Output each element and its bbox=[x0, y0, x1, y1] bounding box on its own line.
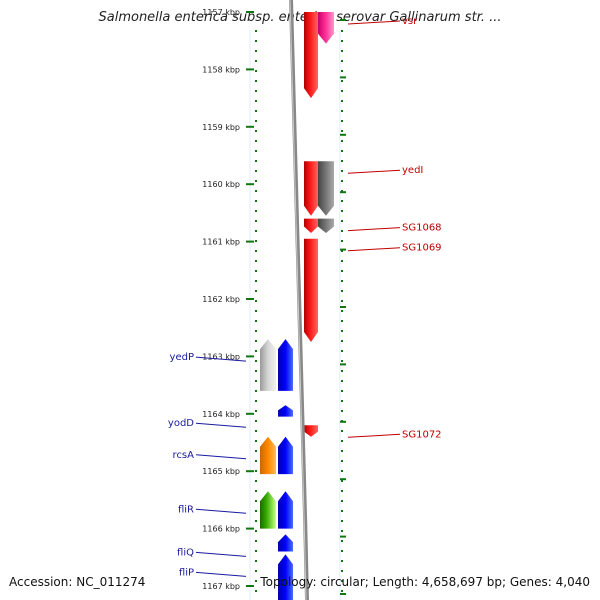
gene-label-leader bbox=[195, 454, 247, 460]
gene-label-leader bbox=[195, 551, 247, 557]
gene-feature[interactable] bbox=[318, 161, 334, 216]
gene-label-yodD: yodD bbox=[168, 418, 194, 429]
tick-label: 1166 kbp bbox=[202, 525, 240, 534]
gene-feature[interactable] bbox=[278, 339, 293, 391]
tick-label: 1160 kbp bbox=[202, 180, 240, 189]
tick-label: 1164 kbp bbox=[202, 410, 240, 419]
tick-label: 1161 kbp bbox=[202, 238, 240, 247]
gene-label-leader bbox=[195, 422, 247, 428]
gene-SG1072[interactable] bbox=[304, 425, 318, 437]
gene-label-leader bbox=[195, 356, 247, 362]
gene-label-leader bbox=[195, 571, 247, 577]
gene-label-SG1072: SG1072 bbox=[402, 429, 442, 440]
gene-fliR[interactable] bbox=[260, 491, 276, 529]
gene-label-leader bbox=[195, 508, 247, 514]
gene-label-leader bbox=[347, 227, 401, 232]
gene-label-yedI: yedI bbox=[402, 165, 423, 176]
gene-label-leader bbox=[347, 20, 401, 25]
gene-label-yedP: yedP bbox=[170, 352, 194, 363]
gene-rcsA[interactable] bbox=[260, 436, 276, 475]
axis-ticks: 1157 kbp 1158 kbp 1159 kbp 1160 kbp 1161 kbp… bbox=[202, 8, 346, 595]
gene-label-vsr: vsr bbox=[402, 16, 418, 27]
genome-title: Salmonella enterica subsp. enterica sero… bbox=[98, 10, 502, 25]
gene-label-leader bbox=[347, 247, 401, 252]
gene-label-leader bbox=[347, 169, 401, 174]
gene-label-fliR: fliR bbox=[178, 504, 194, 515]
gene-SG1069[interactable] bbox=[304, 238, 318, 343]
tick-label: 1157 kbp bbox=[202, 8, 240, 17]
gene-label-SG1068: SG1068 bbox=[402, 223, 442, 234]
gene-yodD[interactable] bbox=[278, 405, 293, 417]
gene-label-SG1069: SG1069 bbox=[402, 243, 442, 254]
gene-label-rcsA: rcsA bbox=[173, 450, 195, 461]
gene-SG1068[interactable] bbox=[304, 218, 318, 233]
gene-feature[interactable] bbox=[318, 218, 334, 233]
gene-features[interactable] bbox=[260, 12, 334, 600]
genome-backbone bbox=[289, 0, 309, 600]
gene-label-leader bbox=[347, 433, 401, 438]
tick-label: 1167 kbp bbox=[202, 582, 240, 591]
tick-label: 1158 kbp bbox=[202, 65, 240, 74]
gene-feature[interactable] bbox=[318, 12, 334, 44]
gene-labels: vsr yedI SG1068 SG1069 SG1072 yedP yodD rcsA fli… bbox=[168, 16, 442, 578]
accession-text: Accession: NC_011274 bbox=[9, 575, 146, 589]
gene-yedI[interactable] bbox=[304, 161, 318, 216]
gene-feature[interactable] bbox=[304, 14, 318, 99]
tick-label: 1163 kbp bbox=[202, 352, 240, 361]
topology-text: Topology: circular; Length: 4,658,697 bp… bbox=[260, 575, 590, 589]
tick-label: 1165 kbp bbox=[202, 467, 240, 476]
gene-fliP[interactable] bbox=[278, 554, 293, 600]
gene-feature[interactable] bbox=[278, 436, 293, 475]
gene-label-fliP: fliP bbox=[179, 567, 194, 578]
tick-label: 1159 kbp bbox=[202, 123, 240, 132]
tick-label: 1162 kbp bbox=[202, 295, 240, 304]
gene-yedP[interactable] bbox=[260, 339, 276, 391]
gene-fliQ[interactable] bbox=[278, 534, 293, 552]
gene-feature[interactable] bbox=[278, 491, 293, 529]
gene-label-fliQ: fliQ bbox=[177, 547, 194, 558]
